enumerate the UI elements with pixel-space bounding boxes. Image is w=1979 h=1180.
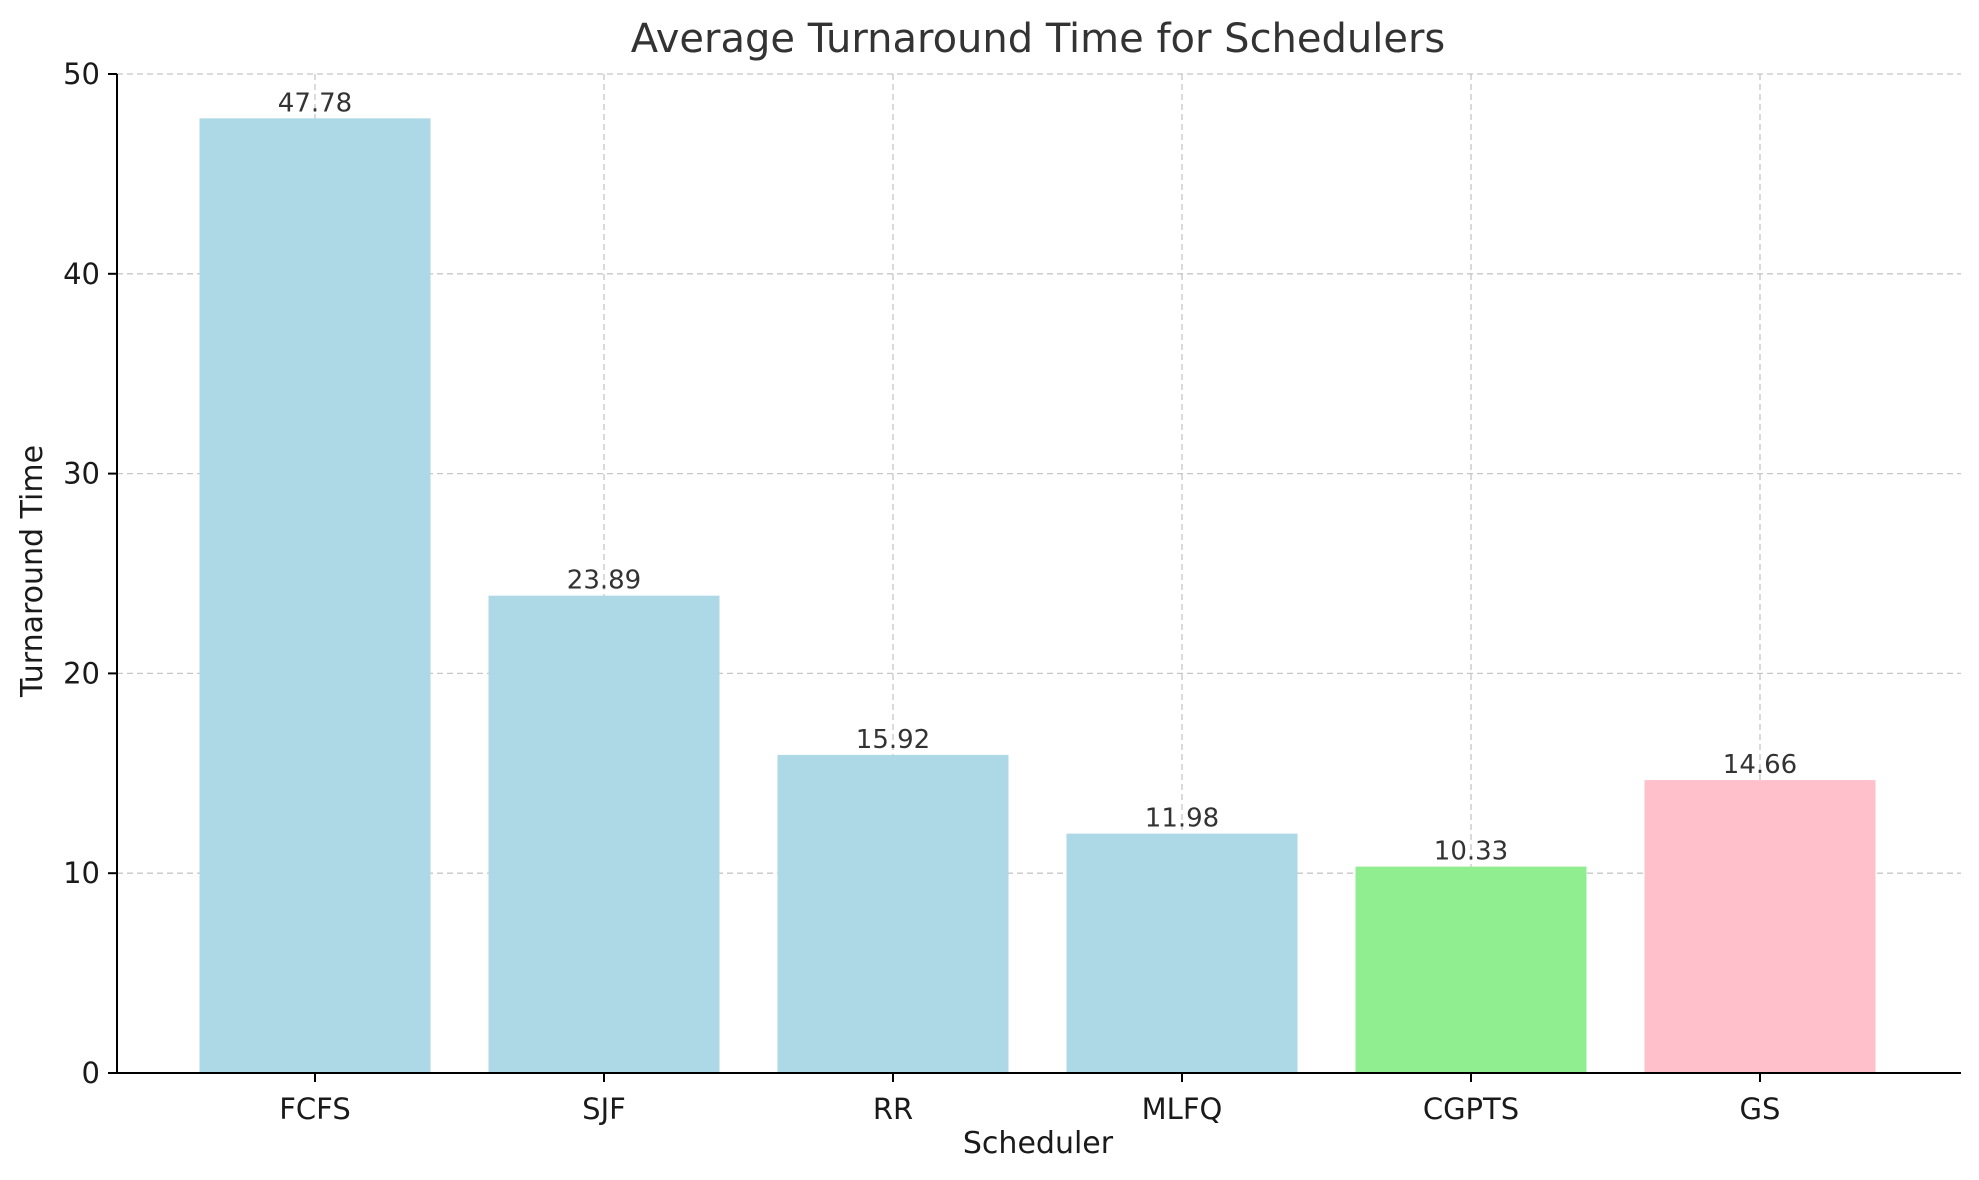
chart-title: Average Turnaround Time for Schedulers — [631, 16, 1446, 62]
data-label-gs: 14.66 — [1723, 750, 1797, 780]
data-labels: 47.78 23.89 15.92 11.98 10.33 14.66 — [278, 88, 1797, 866]
x-tick-label-gs: GS — [1740, 1092, 1781, 1126]
bar-cgpts — [1355, 866, 1587, 1073]
y-tick-label: 0 — [82, 1056, 100, 1090]
data-label-mlfq: 11.98 — [1145, 804, 1219, 834]
data-label-fcfs: 47.78 — [278, 88, 352, 118]
x-axis-label: Scheduler — [963, 1126, 1114, 1161]
data-label-cgpts: 10.33 — [1434, 837, 1508, 867]
x-tick-label-mlfq: MLFQ — [1142, 1092, 1223, 1126]
x-tick-label-fcfs: FCFS — [279, 1092, 351, 1126]
y-tick-label: 20 — [63, 656, 100, 690]
bar-fcfs — [199, 118, 431, 1074]
y-axis-ticks: 0 10 20 30 40 50 — [63, 57, 117, 1090]
data-label-sjf: 23.89 — [567, 566, 641, 596]
bar-rr — [777, 754, 1009, 1073]
x-tick-label-sjf: SJF — [582, 1092, 626, 1126]
bar-sjf — [488, 595, 720, 1073]
bar-mlfq — [1066, 833, 1298, 1073]
y-axis-label: Turnaround Time — [15, 445, 50, 698]
data-label-rr: 15.92 — [856, 725, 930, 755]
x-tick-label-rr: RR — [873, 1092, 913, 1126]
bars — [199, 118, 1876, 1074]
y-tick-label: 30 — [63, 457, 100, 491]
y-tick-label: 50 — [63, 57, 100, 91]
y-tick-label: 40 — [63, 257, 100, 291]
x-tick-label-cgpts: CGPTS — [1423, 1092, 1519, 1126]
x-axis-ticks: FCFS SJF RR MLFQ CGPTS GS — [279, 1073, 1780, 1126]
bar-gs — [1644, 780, 1876, 1073]
y-tick-label: 10 — [63, 856, 100, 890]
